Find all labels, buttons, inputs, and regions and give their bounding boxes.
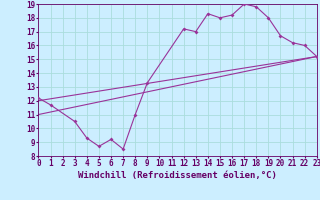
X-axis label: Windchill (Refroidissement éolien,°C): Windchill (Refroidissement éolien,°C) [78,171,277,180]
